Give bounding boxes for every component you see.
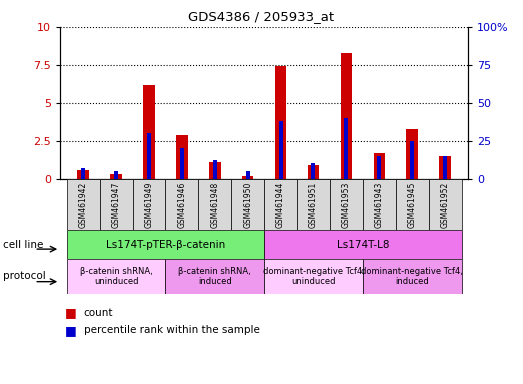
Text: GSM461948: GSM461948 [210, 181, 219, 228]
Text: GSM461950: GSM461950 [243, 181, 252, 228]
Bar [264, 179, 297, 230]
Bar [67, 230, 264, 259]
Bar [297, 179, 330, 230]
Bar [264, 230, 461, 259]
Bar [279, 121, 282, 179]
Bar [198, 179, 231, 230]
Text: ■: ■ [65, 324, 77, 337]
Bar [99, 179, 132, 230]
Bar [143, 84, 155, 179]
Text: GSM461953: GSM461953 [342, 181, 351, 228]
Bar [396, 179, 429, 230]
Bar [242, 176, 254, 179]
Bar [165, 179, 198, 230]
Text: GSM461949: GSM461949 [144, 181, 153, 228]
Text: β-catenin shRNA,
induced: β-catenin shRNA, induced [178, 267, 251, 286]
Text: count: count [84, 308, 113, 318]
Text: dominant-negative Tcf4,
induced: dominant-negative Tcf4, induced [361, 267, 463, 286]
Text: GSM461947: GSM461947 [111, 181, 121, 228]
Bar [81, 168, 85, 179]
Bar [132, 179, 165, 230]
Text: GSM461943: GSM461943 [375, 181, 384, 228]
Bar [147, 133, 151, 179]
Text: β-catenin shRNA,
uninduced: β-catenin shRNA, uninduced [79, 267, 152, 286]
Bar [114, 171, 118, 179]
Bar [344, 118, 348, 179]
Bar [231, 179, 264, 230]
Bar [209, 162, 221, 179]
Bar [439, 156, 451, 179]
Bar [77, 170, 89, 179]
Text: dominant-negative Tcf4,
uninduced: dominant-negative Tcf4, uninduced [263, 267, 365, 286]
Text: GSM461951: GSM461951 [309, 181, 318, 228]
Bar [410, 141, 414, 179]
Text: ■: ■ [65, 306, 77, 319]
Text: GDS4386 / 205933_at: GDS4386 / 205933_at [188, 10, 335, 23]
Text: GSM461946: GSM461946 [177, 181, 186, 228]
Text: GSM461944: GSM461944 [276, 181, 285, 228]
Bar [246, 171, 249, 179]
Bar [377, 156, 381, 179]
Bar [373, 153, 385, 179]
Bar [429, 179, 461, 230]
Bar [363, 179, 396, 230]
Text: protocol: protocol [3, 271, 46, 281]
Bar [213, 161, 217, 179]
Text: Ls174T-L8: Ls174T-L8 [337, 240, 389, 250]
Bar [165, 259, 264, 294]
Bar [180, 148, 184, 179]
Bar [363, 259, 461, 294]
Bar [330, 179, 363, 230]
Bar [312, 164, 315, 179]
Bar [275, 66, 286, 179]
Bar [406, 129, 418, 179]
Text: percentile rank within the sample: percentile rank within the sample [84, 325, 259, 335]
Text: GSM461945: GSM461945 [407, 181, 417, 228]
Bar [308, 165, 319, 179]
Bar [264, 259, 363, 294]
Bar [176, 135, 188, 179]
Bar [67, 179, 99, 230]
Text: cell line: cell line [3, 240, 43, 250]
Text: GSM461952: GSM461952 [440, 181, 450, 228]
Text: GSM461942: GSM461942 [78, 181, 88, 228]
Bar [340, 53, 352, 179]
Text: Ls174T-pTER-β-catenin: Ls174T-pTER-β-catenin [106, 240, 225, 250]
Bar [67, 259, 165, 294]
Bar [443, 156, 447, 179]
Bar [110, 174, 122, 179]
